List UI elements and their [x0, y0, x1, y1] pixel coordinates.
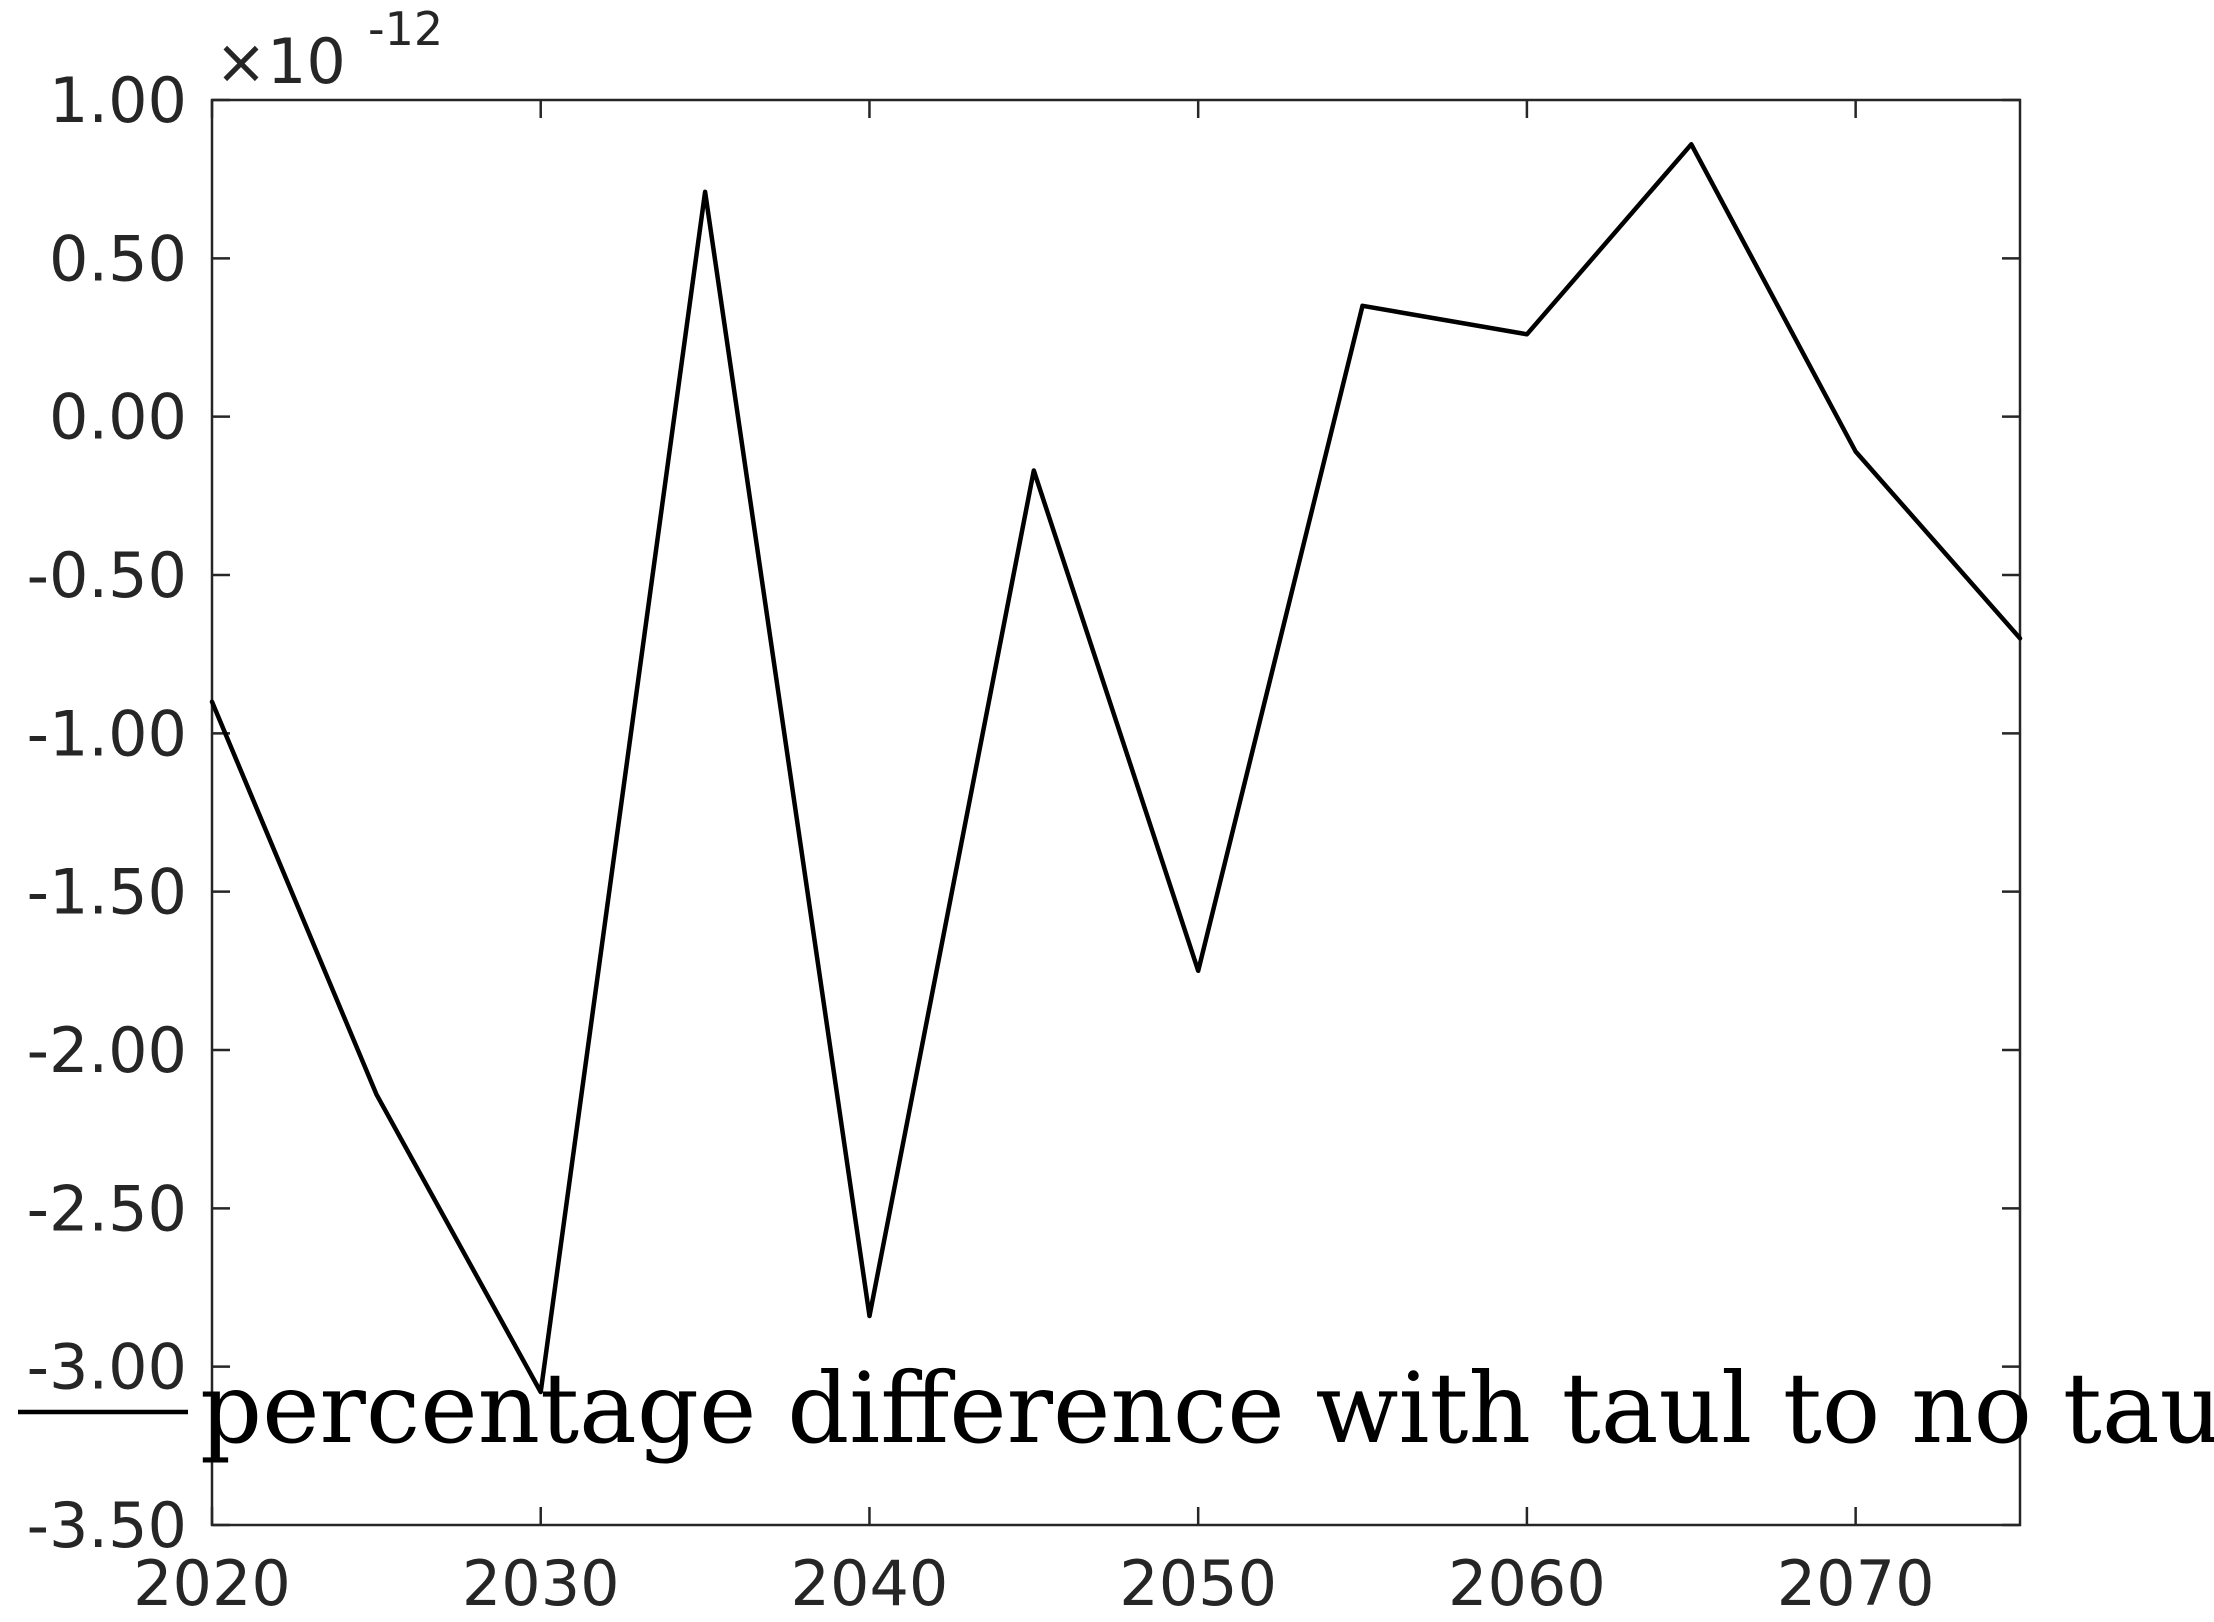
- legend-label: percentage difference with taul to no ta…: [200, 1352, 2214, 1465]
- y-tick-label: 0.00: [49, 381, 187, 454]
- x-tick-label: 2040: [791, 1547, 949, 1620]
- x-tick-label: 2030: [462, 1547, 620, 1620]
- y-tick-label: -1.50: [27, 856, 187, 929]
- exponent-base: ×10: [215, 25, 346, 98]
- data-point: [1854, 450, 1858, 454]
- data-point: [1525, 332, 1529, 336]
- x-tick-label: 2020: [133, 1547, 291, 1620]
- axis-exponent: ×10 -12: [215, 2, 443, 98]
- x-tick-label: 2060: [1448, 1547, 1606, 1620]
- series-line: [209, 142, 2023, 1395]
- data-point: [374, 1092, 378, 1096]
- plot-frame: [210, 98, 2022, 1527]
- x-tick-label: 2050: [1119, 1547, 1277, 1620]
- y-tick-label: -2.00: [27, 1014, 187, 1087]
- y-tick-label: 1.00: [49, 64, 187, 137]
- plot-area: [210, 98, 2022, 1527]
- data-point: [1032, 469, 1036, 473]
- data-point: [2018, 636, 2022, 640]
- y-tick-label: 0.50: [49, 222, 187, 295]
- x-tick-label: 2070: [1777, 1547, 1935, 1620]
- axes: 2020 2030 2040 2050 2060 2070 1.00 0.50 0.00 -0.5…: [27, 64, 2020, 1620]
- data-point: [867, 1314, 871, 1318]
- y-tick-label: -3.00: [27, 1331, 187, 1404]
- y-tick-label: -3.50: [27, 1489, 187, 1562]
- data-point: [210, 700, 214, 704]
- data-point: [1361, 304, 1365, 308]
- data-point: [1689, 142, 1693, 146]
- data-point: [703, 190, 707, 194]
- y-tick-label: -1.00: [27, 697, 187, 770]
- exponent-power: -12: [368, 2, 443, 56]
- series-layer: [209, 142, 2023, 1395]
- legend: percentage difference with taul to no ta…: [18, 1352, 2214, 1465]
- data-point: [1196, 969, 1200, 973]
- y-tick-label: -2.50: [27, 1172, 187, 1245]
- y-tick-label: -0.50: [27, 539, 187, 612]
